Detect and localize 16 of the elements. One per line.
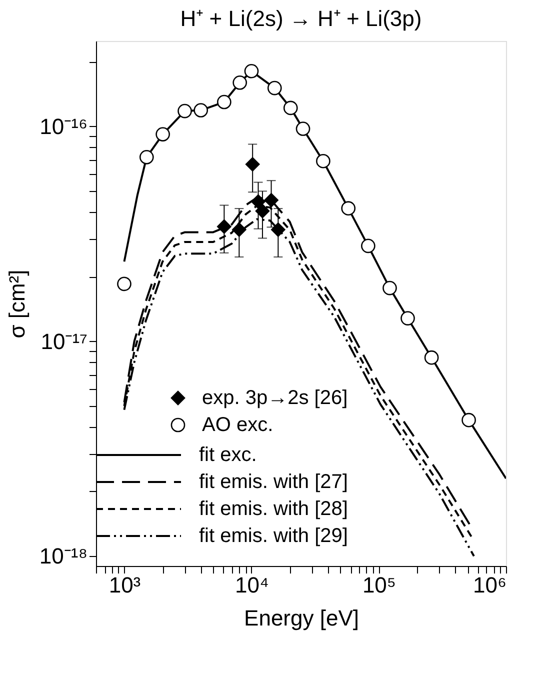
legend-label: fit emis. with [27] xyxy=(199,471,348,493)
x-tick-label: 10³ xyxy=(108,572,141,598)
y-axis-title: σ [cm²] xyxy=(4,270,30,338)
y-tick-label: 10⁻¹⁸ xyxy=(39,544,88,569)
chart-title: H⁺ + Li(2s) → H⁺ + Li(3p) xyxy=(180,6,422,31)
y-tick-label: 10⁻¹⁶ xyxy=(40,114,88,139)
legend-label: fit emis. with [29] xyxy=(199,525,348,547)
x-tick-label: 10⁶ xyxy=(472,572,506,598)
y-tick-label: 10⁻¹⁷ xyxy=(40,328,88,354)
x-axis-title: Energy [eV] xyxy=(244,606,359,630)
x-tick-label: 10⁵ xyxy=(362,572,396,598)
x-tick-label: 10⁴ xyxy=(235,572,269,598)
legend-label: AO exc. xyxy=(202,414,274,436)
legend-label: fit emis. with [28] xyxy=(199,498,348,520)
legend-label: exp. 3p→2s [26] xyxy=(202,387,348,409)
legend-label: fit exc. xyxy=(199,444,257,466)
